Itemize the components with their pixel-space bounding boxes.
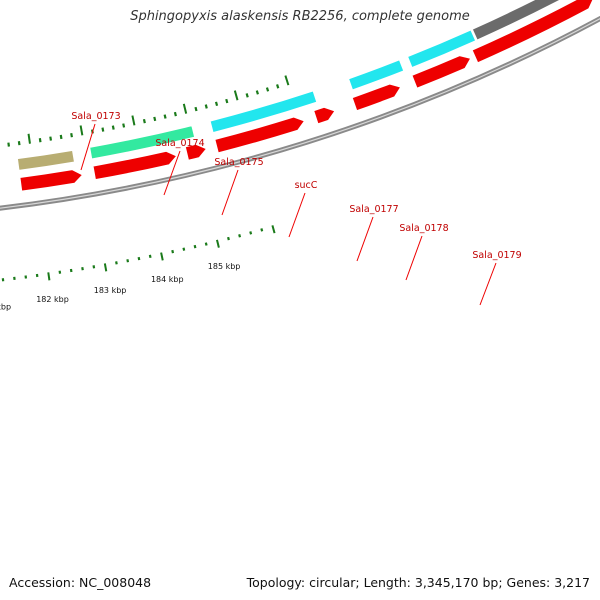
kbp-label: 181 kbp <box>0 302 11 311</box>
tick-minor <box>265 87 270 92</box>
tick-major <box>131 115 136 126</box>
feature-bar-gray <box>471 0 562 41</box>
feature-bar-sala-0179 <box>406 28 477 69</box>
cds-arrow-succ <box>213 116 306 154</box>
map-title: Sphingopyxis alaskensis RB2256, complete… <box>130 9 470 24</box>
gene-label-leader <box>80 123 96 171</box>
scale-tick-minor <box>126 259 130 263</box>
tick-major <box>182 103 188 114</box>
feature-bar-succ <box>209 90 318 134</box>
tick-minor <box>173 111 177 117</box>
genome-backbone-highlight <box>0 17 600 209</box>
scale-tick-minor <box>137 256 141 261</box>
tick-minor <box>276 84 280 89</box>
scale-tick-minor <box>260 228 264 232</box>
gene-label: sucC <box>295 180 318 191</box>
gene-label-leader <box>405 235 423 281</box>
tick-minor <box>59 134 63 140</box>
tick-major <box>27 133 31 144</box>
scale-tick-minor <box>171 249 175 254</box>
gene-label: Sala_0173 <box>71 111 120 122</box>
tick-minor <box>163 114 167 119</box>
scale-tick-major <box>103 263 108 272</box>
kbp-label: 183 kbp <box>94 286 127 295</box>
cds-arrow-sala-0174 <box>92 150 178 181</box>
kbp-label: 182 kbp <box>36 295 69 304</box>
feature-bar-sala-0178 <box>347 58 405 91</box>
gene-label: Sala_0175 <box>214 157 263 168</box>
tick-minor <box>204 104 208 109</box>
tick-minor <box>194 106 198 112</box>
gene-label: Sala_0179 <box>472 250 521 261</box>
scale-tick-minor <box>193 244 197 249</box>
tick-minor <box>111 125 115 130</box>
gene-label-leader <box>163 150 181 196</box>
scale-tick-minor <box>148 254 152 259</box>
cds-arrow-sala-0177 <box>312 106 337 125</box>
tick-minor <box>153 116 157 122</box>
scale-tick-major <box>216 239 220 248</box>
tick-minor <box>7 142 11 147</box>
gene-label-leader <box>479 262 497 306</box>
accession-text: Accession: NC_008048 <box>9 575 152 590</box>
tick-minor <box>49 136 53 141</box>
tick-minor <box>142 118 146 124</box>
gene-label: Sala_0177 <box>349 204 398 215</box>
feature-bar-sala-0174 <box>88 124 196 160</box>
scale-tick-minor <box>182 247 186 251</box>
scale-tick-minor <box>227 236 230 241</box>
tick-major <box>233 90 239 101</box>
tick-minor <box>38 138 42 143</box>
tick-minor <box>122 123 126 128</box>
gene-label: Sala_0174 <box>155 138 204 149</box>
kbp-label: 184 kbp <box>151 275 184 284</box>
gene-label-leader <box>356 216 374 262</box>
kbp-label: 185 kbp <box>208 262 241 271</box>
gene-label: Sala_0178 <box>399 223 448 234</box>
cds-arrow-sala-0173 <box>19 168 84 192</box>
tick-minor <box>17 141 21 146</box>
scale-tick-minor <box>204 242 208 246</box>
scale-tick-minor <box>92 265 96 269</box>
tick-minor <box>245 93 249 98</box>
tick-minor <box>101 127 105 132</box>
gene-label-leader <box>288 192 306 238</box>
scale-tick-minor <box>238 234 242 238</box>
tick-minor <box>255 90 259 95</box>
feature-bar-sala-0173 <box>16 149 76 172</box>
gene-label-leader <box>221 169 239 216</box>
cds-arrow-sala-0178 <box>351 83 402 112</box>
tick-minor <box>214 101 219 107</box>
scale-tick-major <box>160 252 164 261</box>
tick-major <box>284 75 290 86</box>
cds-arrow-sala-0175 <box>184 143 208 162</box>
scale-tick-minor <box>249 231 253 235</box>
tick-minor <box>225 98 229 104</box>
tick-major <box>79 125 84 136</box>
tick-minor <box>70 133 73 138</box>
scale-tick-major <box>271 225 276 234</box>
scale-tick-major <box>47 272 51 281</box>
scale-tick-minor <box>115 261 118 265</box>
genome-summary-text: Topology: circular; Length: 3,345,170 bp… <box>246 575 590 590</box>
cds-arrow-sala-0179 <box>411 54 472 90</box>
cds-arrow-next <box>471 0 594 64</box>
